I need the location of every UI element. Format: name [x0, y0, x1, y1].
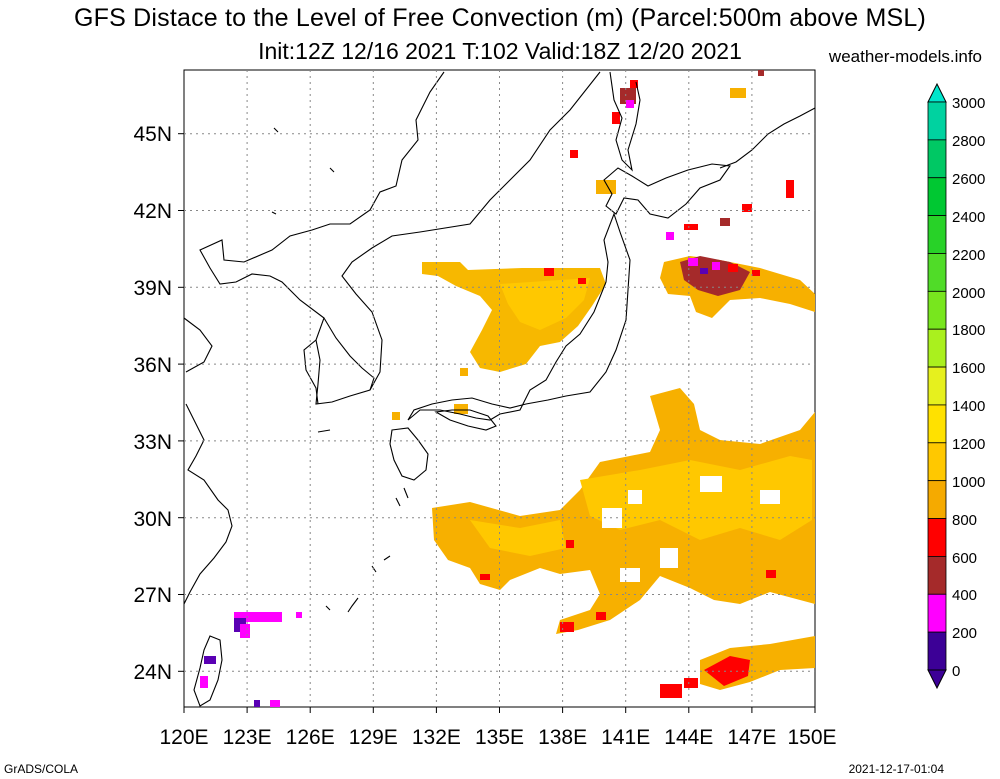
lat-label: 36N [133, 354, 172, 377]
coastlines [184, 71, 815, 707]
colorbar-label: 2200 [952, 247, 985, 264]
lon-label: 150E [787, 726, 836, 749]
colorbar-cell [927, 177, 947, 217]
lon-label: 144E [664, 726, 713, 749]
colorbar-cell [927, 404, 947, 444]
colorbar-label: 2800 [952, 133, 985, 150]
colorbar-label: 1200 [952, 436, 985, 453]
colorbar-label: 2600 [952, 171, 985, 188]
lat-labels: 45N 42N 39N 36N 33N 30N 27N 24N [133, 123, 172, 684]
colorbar-labels: 3000 2800 2600 2400 2200 2000 1800 1600 … [952, 95, 985, 680]
lon-label: 126E [286, 726, 335, 749]
colorbar-label: 2000 [952, 285, 985, 302]
lat-label: 45N [133, 123, 172, 146]
lon-label: 147E [727, 726, 776, 749]
map-subtitle: Init:12Z 12/16 2021 T:102 Valid:18Z 12/2… [258, 38, 742, 64]
lat-label: 42N [133, 200, 172, 223]
lat-label: 30N [133, 508, 172, 531]
lfc-field [200, 70, 815, 707]
colorbar-top-arrow [927, 82, 947, 103]
lon-label: 129E [349, 726, 398, 749]
footer-timestamp: 2021-12-17-01:04 [848, 762, 944, 776]
colorbar-label: 0 [952, 663, 960, 680]
lon-label: 138E [538, 726, 587, 749]
colorbar-label: 1000 [952, 474, 985, 491]
colorbar-cell [927, 215, 947, 254]
colorbar-cell [927, 328, 947, 368]
sea-of-japan-shading-light [500, 278, 590, 330]
colorbar-cell [927, 518, 947, 557]
colorbar-cell [927, 556, 947, 595]
site-label: weather-models.info [828, 47, 982, 66]
lon-label: 132E [412, 726, 461, 749]
colorbar-label: 1600 [952, 360, 985, 377]
south-shading-light [580, 456, 812, 540]
colorbar-cell [927, 290, 947, 330]
lon-labels: 120E 123E 126E 129E 132E 135E 138E 141E … [159, 726, 836, 749]
colorbar-label: 400 [952, 587, 977, 604]
colorbar-label: 200 [952, 625, 977, 642]
colorbar-cell [927, 139, 947, 179]
colorbar-label: 1400 [952, 398, 985, 415]
colorbar-cell [927, 101, 947, 141]
tick-marks [178, 133, 816, 713]
lat-label: 27N [133, 584, 172, 607]
colorbar-label: 1800 [952, 322, 985, 339]
colorbar-cell [927, 593, 947, 633]
colorbar-cell [927, 631, 947, 671]
lon-label: 141E [601, 726, 650, 749]
colorbar-cell [927, 253, 947, 292]
lon-label: 123E [223, 726, 272, 749]
colorbar-label: 2400 [952, 209, 985, 226]
colorbar: 3000 2800 2600 2400 2200 2000 1800 1600 … [927, 82, 985, 690]
lat-label: 24N [133, 661, 172, 684]
colorbar-bottom-arrow [927, 669, 947, 690]
colorbar-label: 800 [952, 512, 977, 529]
map-title: GFS Distace to the Level of Free Convect… [73, 4, 927, 32]
gridlines [184, 70, 815, 707]
colorbar-cell [927, 480, 947, 519]
colorbar-cell [927, 366, 947, 406]
footer-credit: GrADS/COLA [4, 762, 79, 776]
lon-label: 135E [475, 726, 524, 749]
colorbar-cells [927, 101, 947, 671]
lat-label: 33N [133, 431, 172, 454]
colorbar-label: 3000 [952, 95, 985, 112]
colorbar-label: 600 [952, 550, 977, 567]
lat-label: 39N [133, 277, 172, 300]
lon-label: 120E [159, 726, 208, 749]
colorbar-cell [927, 442, 947, 482]
